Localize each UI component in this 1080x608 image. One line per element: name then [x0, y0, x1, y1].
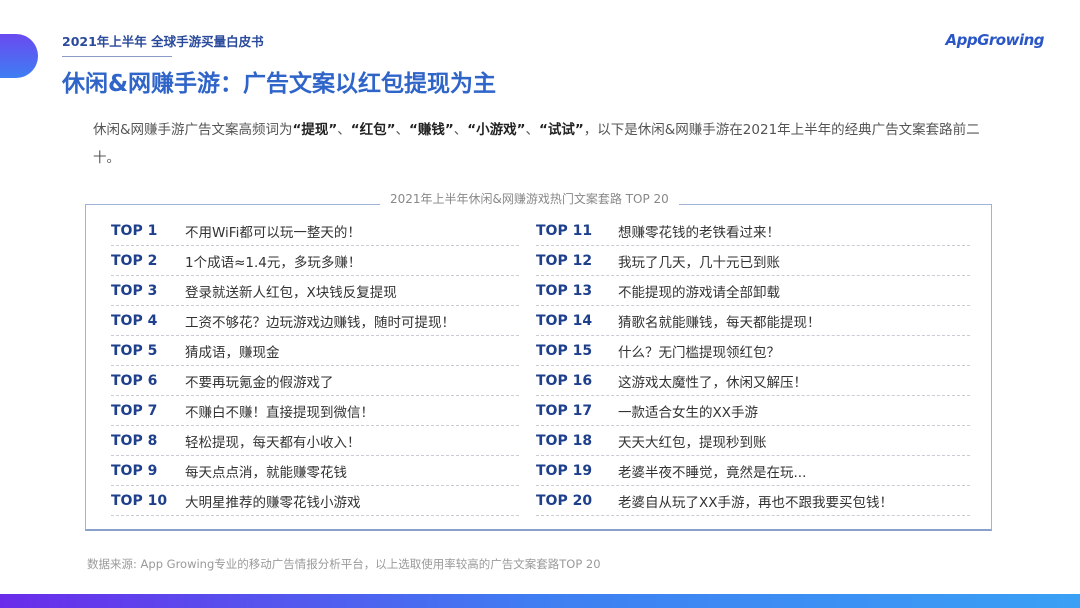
ad-copy: 这游戏太魔性了，休闲又解压！	[618, 374, 807, 391]
intro-text: 休闲&网赚手游广告文案高频词为“提现”、“红包”、“赚钱”、“小游戏”、“试试”…	[93, 122, 980, 166]
top20-table: TOP 1 不用WiFi都可以玩一整天的！ TOP 2 1个成语≈1.4元，多玩多赚！…	[85, 204, 992, 531]
ad-copy: 不能提现的游戏请全部卸载	[618, 284, 780, 301]
ad-copy: 什么？无门槛提现领红包？	[618, 344, 780, 361]
page-title: 休闲&网赚手游：广告文案以红包提现为主	[62, 71, 497, 97]
rank-label: TOP 8	[111, 432, 158, 449]
decorative-tab	[0, 34, 38, 78]
ad-copy: 不赚白不赚！直接提现到微信！	[185, 404, 374, 421]
ad-copy: 工资不够花？边玩游戏边赚钱，随时可提现！	[185, 314, 455, 331]
rank-label: TOP 9	[111, 462, 158, 479]
ad-copy: 猜成语，赚现金	[185, 344, 280, 361]
rank-label: TOP 13	[536, 282, 593, 299]
rank-label: TOP 20	[536, 492, 593, 509]
table-row: TOP 8 轻松提现，每天都有小收入！	[111, 426, 519, 456]
table-row: TOP 7 不赚白不赚！直接提现到微信！	[111, 396, 519, 426]
table-row: TOP 11 想赚零花钱的老铁看过来！	[536, 216, 970, 246]
table-row: TOP 15 什么？无门槛提现领红包？	[536, 336, 970, 366]
ad-copy: 猜歌名就能赚钱，每天都能提现！	[618, 314, 821, 331]
rank-label: TOP 6	[111, 372, 158, 389]
rank-label: TOP 7	[111, 402, 158, 419]
ad-copy: 不要再玩氪金的假游戏了	[185, 374, 334, 391]
table-row: TOP 4 工资不够花？边玩游戏边赚钱，随时可提现！	[111, 306, 519, 336]
source-note: 数据来源: App Growing专业的移动广告情报分析平台，以上选取使用率较高…	[87, 557, 601, 571]
ad-copy: 一款适合女生的XX手游	[618, 404, 758, 421]
right-column: TOP 11 想赚零花钱的老铁看过来！ TOP 12 我玩了几天，几十元已到账 TOP …	[536, 216, 970, 516]
divider	[62, 56, 172, 57]
report-title: 2021年上半年 全球手游买量白皮书	[62, 34, 264, 49]
rank-label: TOP 10	[111, 492, 168, 509]
rank-label: TOP 16	[536, 372, 593, 389]
table-row: TOP 9 每天点点消，就能赚零花钱	[111, 456, 519, 486]
ad-copy: 不用WiFi都可以玩一整天的！	[185, 224, 361, 241]
rank-label: TOP 14	[536, 312, 593, 329]
rank-label: TOP 17	[536, 402, 593, 419]
table-row: TOP 10 大明星推荐的赚零花钱小游戏	[111, 486, 519, 516]
rank-label: TOP 2	[111, 252, 158, 269]
table-row: TOP 16 这游戏太魔性了，休闲又解压！	[536, 366, 970, 396]
table-row: TOP 3 登录就送新人红包，X块钱反复提现	[111, 276, 519, 306]
ad-copy: 每天点点消，就能赚零花钱	[185, 464, 347, 481]
table-row: TOP 13 不能提现的游戏请全部卸载	[536, 276, 970, 306]
ad-copy: 老婆自从玩了XX手游，再也不跟我要买包钱！	[618, 494, 893, 511]
rank-label: TOP 12	[536, 252, 593, 269]
ad-copy: 老婆半夜不睡觉，竟然是在玩...	[618, 464, 807, 481]
rank-label: TOP 15	[536, 342, 593, 359]
ad-copy: 我玩了几天，几十元已到账	[618, 254, 780, 271]
rank-label: TOP 11	[536, 222, 593, 239]
ad-copy: 登录就送新人红包，X块钱反复提现	[185, 284, 397, 301]
table-row: TOP 14 猜歌名就能赚钱，每天都能提现！	[536, 306, 970, 336]
table-row: TOP 17 一款适合女生的XX手游	[536, 396, 970, 426]
ad-copy: 想赚零花钱的老铁看过来！	[618, 224, 780, 241]
rank-label: TOP 3	[111, 282, 158, 299]
rank-label: TOP 1	[111, 222, 158, 239]
table-row: TOP 18 天天大红包，提现秒到账	[536, 426, 970, 456]
left-column: TOP 1 不用WiFi都可以玩一整天的！ TOP 2 1个成语≈1.4元，多玩多赚！…	[111, 216, 519, 516]
rank-label: TOP 5	[111, 342, 158, 359]
table-row: TOP 2 1个成语≈1.4元，多玩多赚！	[111, 246, 519, 276]
table-row: TOP 20 老婆自从玩了XX手游，再也不跟我要买包钱！	[536, 486, 970, 516]
table-row: TOP 6 不要再玩氪金的假游戏了	[111, 366, 519, 396]
logo: AppGrowing	[945, 31, 1044, 49]
ad-copy: 1个成语≈1.4元，多玩多赚！	[185, 254, 362, 271]
ad-copy: 大明星推荐的赚零花钱小游戏	[185, 494, 361, 511]
table-row: TOP 19 老婆半夜不睡觉，竟然是在玩...	[536, 456, 970, 486]
rank-label: TOP 19	[536, 462, 593, 479]
table-row: TOP 5 猜成语，赚现金	[111, 336, 519, 366]
footer-bar	[0, 594, 1080, 608]
ad-copy: 天天大红包，提现秒到账	[618, 434, 767, 451]
rank-label: TOP 4	[111, 312, 158, 329]
table-row: TOP 12 我玩了几天，几十元已到账	[536, 246, 970, 276]
rank-label: TOP 18	[536, 432, 593, 449]
ad-copy: 轻松提现，每天都有小收入！	[185, 434, 361, 451]
table-row: TOP 1 不用WiFi都可以玩一整天的！	[111, 216, 519, 246]
table-title: 2021年上半年休闲&网赚游戏热门文案套路 TOP 20	[380, 190, 679, 207]
